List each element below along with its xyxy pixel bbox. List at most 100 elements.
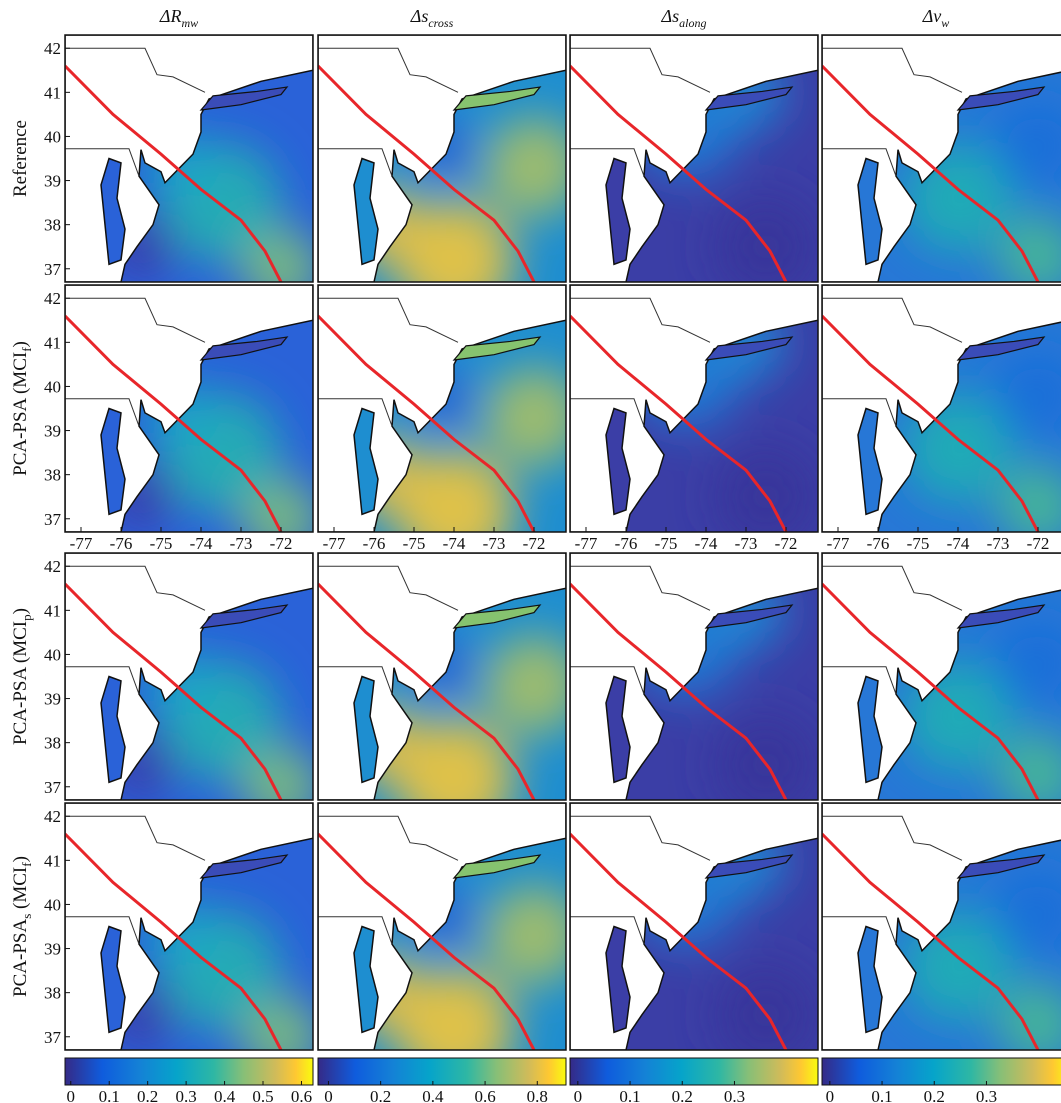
land bbox=[318, 553, 566, 800]
state-border bbox=[570, 297, 711, 343]
colorbar-tick-label: 0 bbox=[574, 1087, 583, 1103]
state-border bbox=[570, 47, 711, 93]
map-panel bbox=[65, 803, 313, 1050]
lat-tick-label: 38 bbox=[44, 734, 61, 753]
panel-frame bbox=[569, 802, 819, 1051]
lon-tick-label: -72 bbox=[1027, 534, 1050, 553]
panel-frame bbox=[569, 34, 819, 283]
lat-tick-label: 41 bbox=[44, 851, 61, 870]
bay bbox=[857, 925, 883, 1034]
column-title: ΔRmw bbox=[159, 6, 198, 30]
map-panel bbox=[318, 285, 566, 532]
land bbox=[65, 803, 313, 1050]
panel-frame bbox=[821, 552, 1061, 801]
lat-tick-label: 39 bbox=[44, 690, 61, 709]
land bbox=[318, 35, 566, 282]
title-subscript: mw bbox=[181, 16, 198, 30]
panel-frame bbox=[569, 552, 819, 801]
state-border bbox=[318, 666, 393, 695]
land bbox=[822, 553, 1061, 800]
lon-tick-label: -72 bbox=[775, 534, 798, 553]
panel-frame bbox=[64, 552, 314, 801]
panel-frame bbox=[821, 802, 1061, 1051]
long-island bbox=[956, 86, 1046, 111]
field-blob bbox=[998, 733, 1061, 800]
lat-tick-label: 37 bbox=[44, 778, 62, 797]
long-island bbox=[452, 604, 542, 629]
bay bbox=[100, 407, 126, 516]
panel-frame bbox=[317, 284, 567, 533]
state-border bbox=[822, 666, 897, 695]
storm-track bbox=[65, 64, 283, 282]
title-subscript: along bbox=[679, 16, 706, 30]
long-island bbox=[704, 604, 794, 629]
lon-tick-label: -76 bbox=[615, 534, 638, 553]
state-border bbox=[570, 398, 645, 427]
storm-track bbox=[822, 314, 1040, 532]
lon-tick-label: -77 bbox=[323, 534, 346, 553]
bay bbox=[353, 407, 379, 516]
row-label: PCA-PSAs (MCIf) bbox=[10, 856, 34, 997]
field-blob bbox=[484, 635, 566, 736]
lat-tick-label: 40 bbox=[44, 895, 61, 914]
long-island bbox=[956, 854, 1046, 879]
state-border bbox=[822, 815, 963, 861]
row-label-text: Reference bbox=[10, 120, 31, 197]
column-title: Δscross bbox=[410, 6, 454, 30]
state-border bbox=[822, 565, 963, 611]
lat-tick-label: 38 bbox=[44, 466, 61, 485]
colorbar-tick-label: 0.8 bbox=[527, 1087, 548, 1103]
lat-tick-label: 38 bbox=[44, 216, 61, 235]
state-border bbox=[65, 47, 206, 93]
state-border bbox=[570, 916, 645, 945]
panel-frame bbox=[317, 34, 567, 283]
field-blob bbox=[484, 117, 566, 218]
colorbar-tick-label: 0.6 bbox=[474, 1087, 495, 1103]
field-blob bbox=[484, 885, 566, 986]
long-island bbox=[704, 86, 794, 111]
panel-frame bbox=[64, 802, 314, 1051]
storm-track bbox=[570, 832, 788, 1050]
title-symbol: Δs bbox=[661, 6, 680, 26]
map-panel bbox=[318, 553, 566, 800]
row-label: Reference bbox=[10, 120, 31, 197]
land bbox=[318, 285, 566, 532]
bay bbox=[857, 675, 883, 784]
state-border bbox=[65, 297, 206, 343]
lon-tick-label: -75 bbox=[907, 534, 930, 553]
state-border bbox=[65, 148, 140, 177]
land bbox=[822, 35, 1061, 282]
bay bbox=[605, 925, 631, 1034]
long-island bbox=[956, 604, 1046, 629]
colorbar-tick-label: 0.1 bbox=[99, 1087, 120, 1103]
colorbar-tick-label: 0.3 bbox=[175, 1087, 196, 1103]
map-panel bbox=[822, 35, 1061, 282]
panel-frame bbox=[317, 552, 567, 801]
state-border bbox=[822, 148, 897, 177]
storm-track bbox=[822, 64, 1040, 282]
lat-tick-label: 42 bbox=[44, 807, 61, 826]
lat-tick-label: 41 bbox=[44, 601, 61, 620]
row-label-text: (MCI bbox=[10, 867, 31, 914]
lat-tick-label: 41 bbox=[44, 83, 61, 102]
land bbox=[65, 285, 313, 532]
colorbar bbox=[569, 1057, 819, 1086]
map-panel bbox=[570, 35, 818, 282]
title-subscript: cross bbox=[428, 16, 453, 30]
land bbox=[570, 35, 818, 282]
storm-track bbox=[318, 64, 536, 282]
map-panel bbox=[65, 285, 313, 532]
bay bbox=[100, 675, 126, 784]
lat-tick-label: 40 bbox=[44, 645, 61, 664]
lat-tick-label: 40 bbox=[44, 127, 61, 146]
title-symbol: ΔR bbox=[159, 6, 182, 26]
long-island bbox=[199, 336, 289, 361]
bay bbox=[353, 675, 379, 784]
lon-tick-label: -76 bbox=[363, 534, 386, 553]
panel-frame bbox=[821, 34, 1061, 283]
state-border bbox=[570, 148, 645, 177]
land bbox=[570, 553, 818, 800]
lon-tick-label: -73 bbox=[483, 534, 506, 553]
lon-tick-label: -77 bbox=[575, 534, 598, 553]
